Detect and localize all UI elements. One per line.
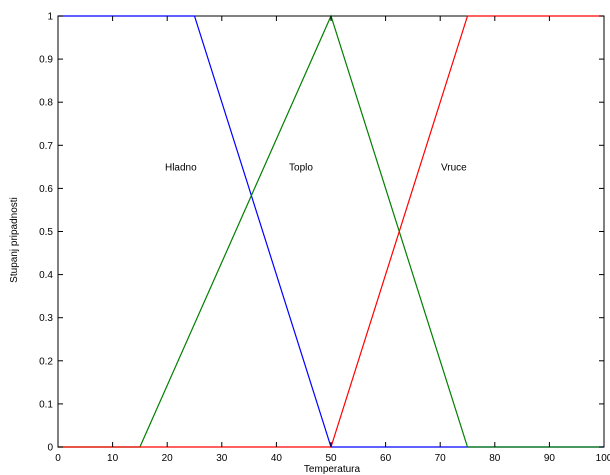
x-tick-label: 100 — [596, 453, 610, 464]
annotation-hladno: Hladno — [165, 162, 197, 173]
y-tick-label: 0.1 — [39, 399, 53, 410]
x-tick-label: 80 — [489, 453, 501, 464]
x-tick-label: 30 — [216, 453, 228, 464]
annotation-toplo: Toplo — [289, 162, 313, 173]
x-axis-ticks: 0 10 20 30 40 50 60 70 80 90 100 — [55, 16, 610, 464]
y-tick-label: 0.7 — [39, 141, 53, 152]
y-tick-label: 0.9 — [39, 55, 53, 66]
y-tick-label: 0.2 — [39, 356, 53, 367]
y-tick-label: 0.5 — [39, 227, 53, 238]
y-tick-label: 1 — [47, 12, 53, 23]
x-axis-label: Temperatura — [304, 464, 361, 475]
y-tick-label: 0.4 — [39, 270, 53, 281]
x-tick-label: 60 — [380, 453, 392, 464]
y-tick-label: 0.6 — [39, 184, 53, 195]
annotation-vruce: Vruce — [441, 162, 467, 173]
x-tick-label: 70 — [435, 453, 447, 464]
y-axis-ticks: 0 0.1 0.2 0.3 0.4 0.5 0.6 0.7 0.8 0.9 1 — [39, 12, 604, 454]
y-tick-label: 0.8 — [39, 98, 53, 109]
plot-area — [57, 15, 605, 448]
x-tick-label: 10 — [107, 453, 119, 464]
y-tick-label: 0.3 — [39, 313, 53, 324]
axes-frame — [57, 15, 605, 448]
x-tick-label: 20 — [162, 453, 174, 464]
x-tick-label: 90 — [544, 453, 556, 464]
y-axis-label: Stupanj pripadnosti — [9, 197, 20, 283]
annotations: Hladno Toplo Vruce — [165, 162, 467, 173]
x-tick-label: 50 — [325, 453, 337, 464]
series-line-vruce — [58, 15, 604, 448]
x-tick-label: 0 — [55, 453, 61, 464]
x-tick-label: 40 — [271, 453, 283, 464]
y-tick-label: 0 — [47, 443, 53, 454]
